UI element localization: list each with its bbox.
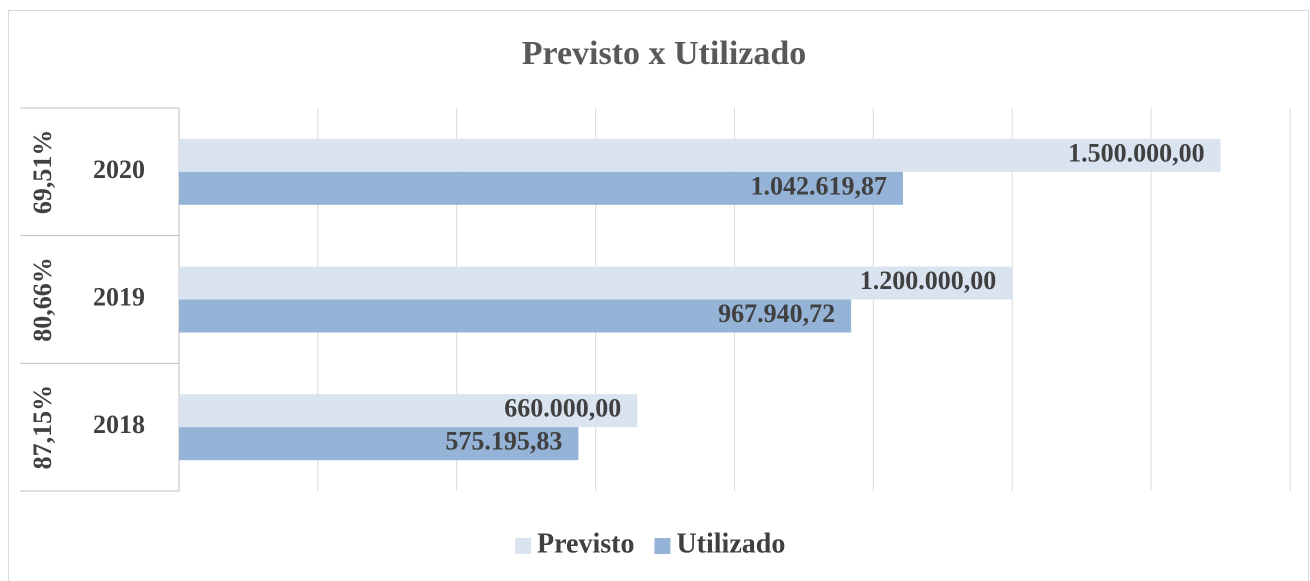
bar — [179, 266, 1013, 300]
bar — [179, 138, 1221, 172]
value-label: 1.200.000,00 — [860, 266, 997, 295]
legend-label: Previsto — [537, 528, 634, 559]
bar — [179, 171, 903, 205]
legend-swatch — [515, 538, 531, 554]
value-label: 1.042.619,87 — [750, 171, 887, 200]
value-label: 967.940,72 — [718, 299, 835, 328]
category-label: 2020 — [93, 155, 145, 184]
value-label: 575.195,83 — [445, 427, 562, 456]
group-label: 69,51% — [28, 130, 57, 215]
bar — [179, 299, 852, 333]
bar — [179, 427, 579, 461]
category-label: 2018 — [93, 410, 145, 439]
bar — [179, 394, 638, 428]
chart-title: Previsto x Utilizado — [522, 35, 807, 72]
value-label: 1.500.000,00 — [1068, 138, 1205, 167]
category-label: 2019 — [93, 282, 145, 311]
group-label: 87,15% — [28, 385, 57, 470]
legend-swatch — [654, 538, 671, 554]
legend-label: Utilizado — [676, 528, 785, 559]
value-label: 660.000,00 — [504, 394, 621, 423]
group-label: 80,66% — [28, 257, 57, 342]
